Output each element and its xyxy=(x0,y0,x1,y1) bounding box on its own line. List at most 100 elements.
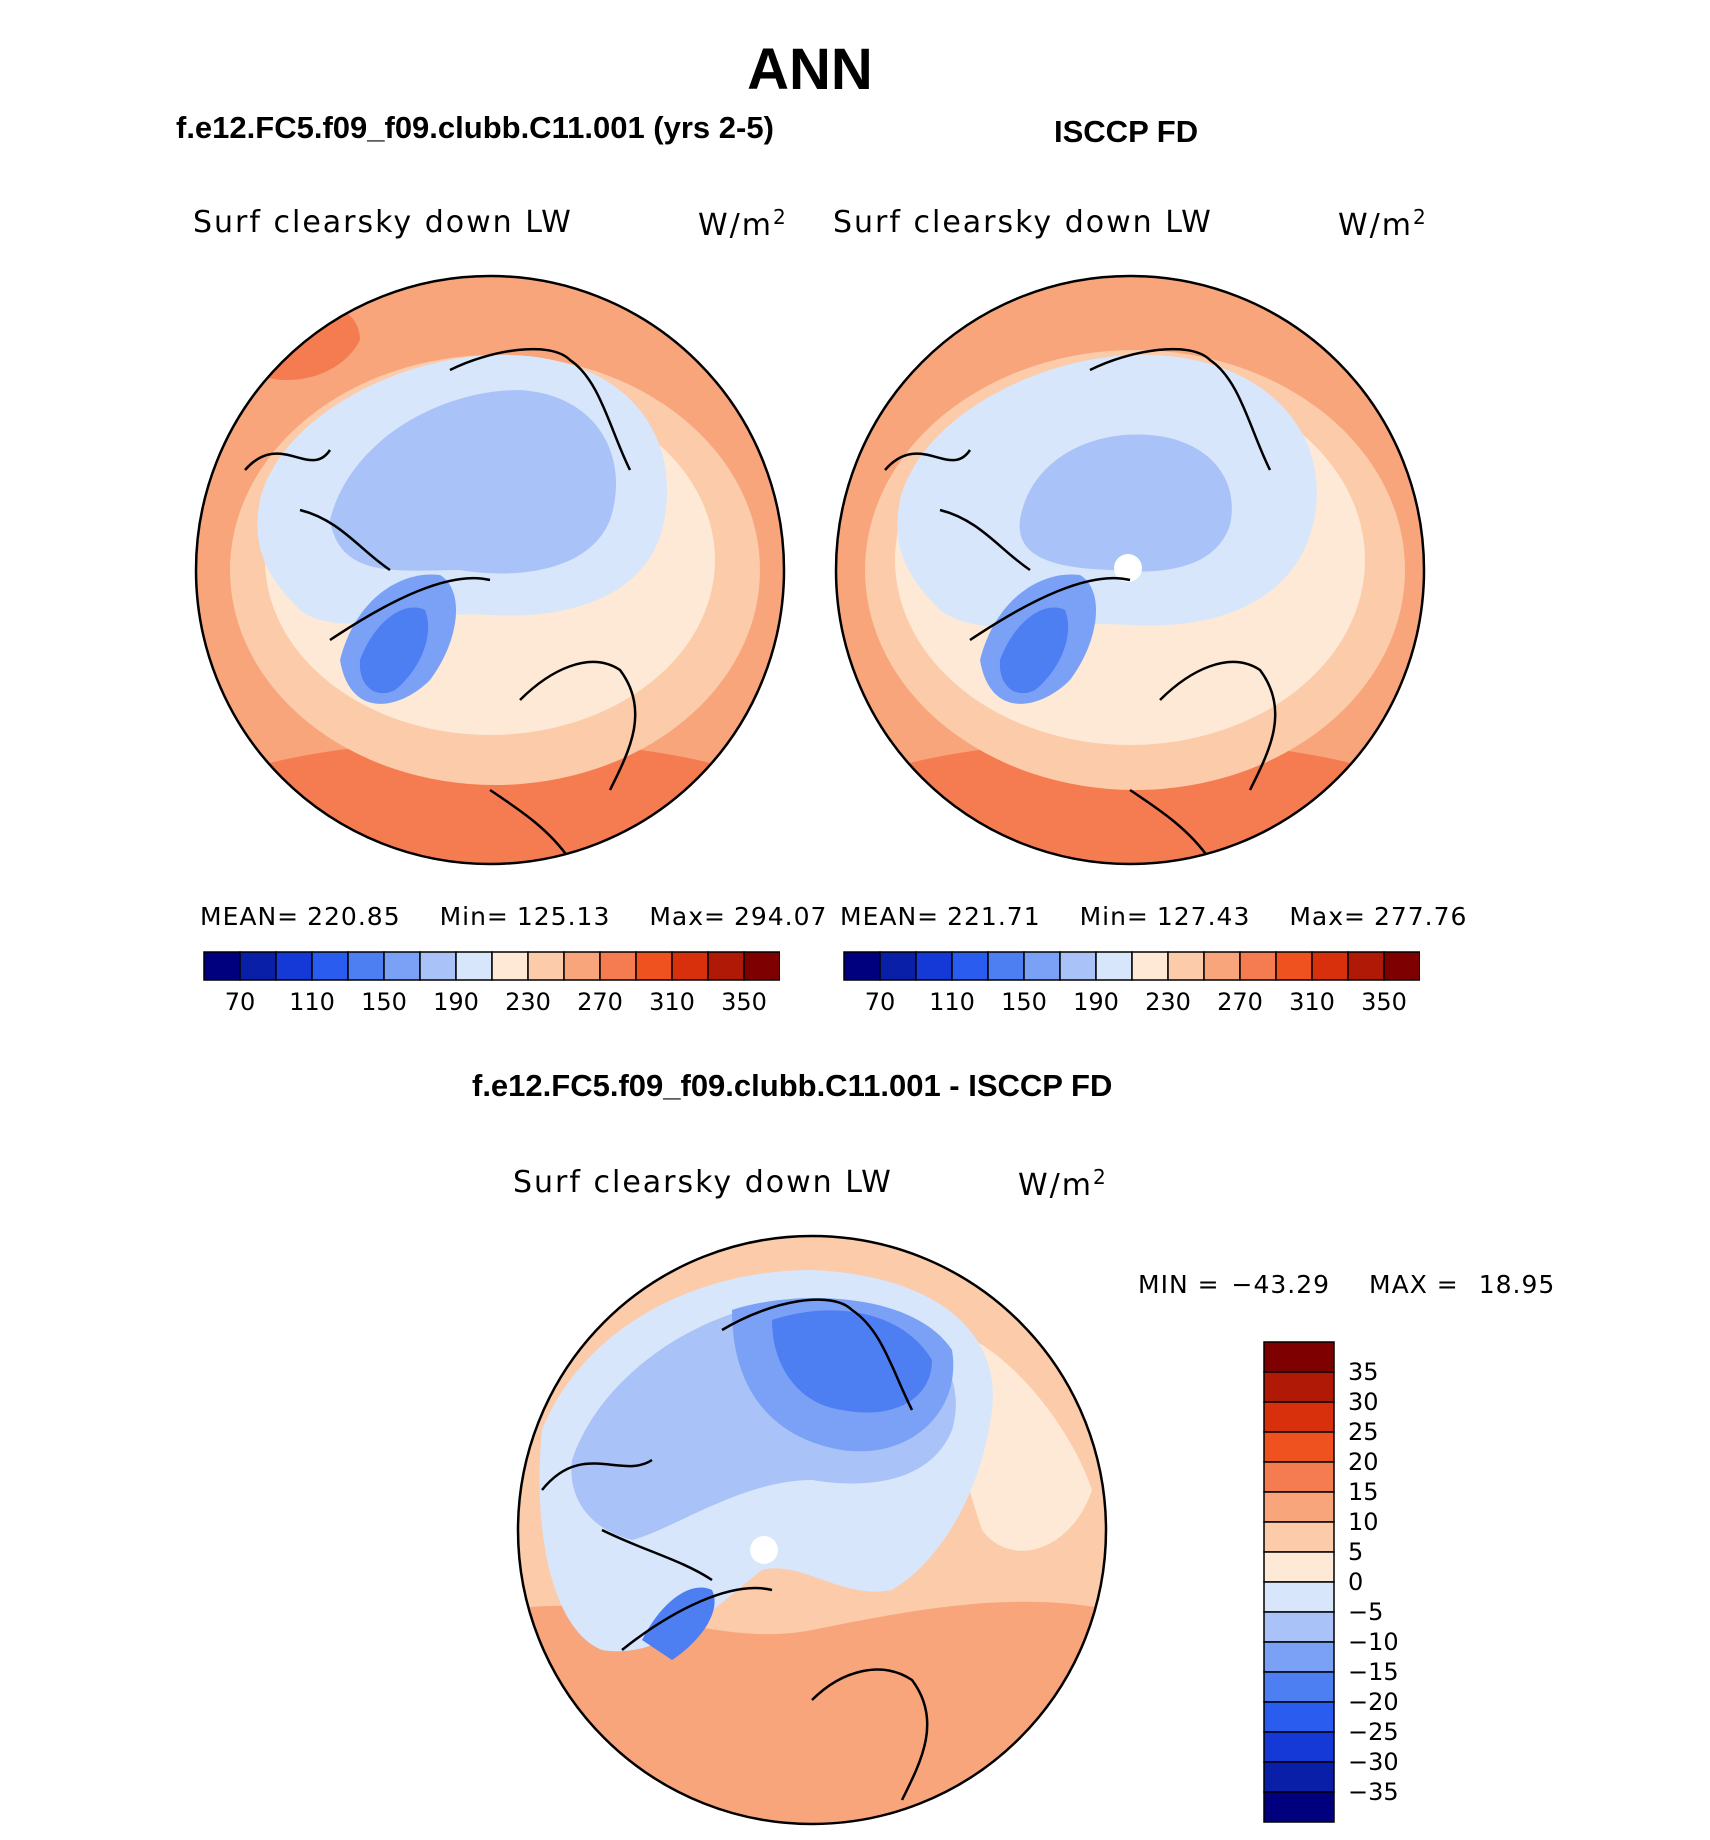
colorbar-cell xyxy=(383,951,421,981)
colorbar-tick-label: 5 xyxy=(1348,1538,1363,1566)
colorbar-cell xyxy=(743,951,780,981)
colorbar-tick-label: 20 xyxy=(1348,1448,1379,1476)
panel3-stats: MIN = −43.29 MAX = 18.95 xyxy=(1138,1270,1556,1299)
panel2-title: ISCCP FD xyxy=(1054,114,1199,149)
colorbar-cell xyxy=(1131,951,1169,981)
colorbar-tick-label: 150 xyxy=(361,988,407,1016)
colorbar-cell xyxy=(1263,1371,1335,1403)
colorbar-cell xyxy=(1263,1731,1335,1763)
colorbar-cell xyxy=(1059,951,1097,981)
panel1-polar-map xyxy=(194,274,786,866)
panel2-variable-label: Surf clearsky down LW xyxy=(833,205,1213,240)
colorbar-tick-label: 0 xyxy=(1348,1568,1363,1596)
colorbar-tick-label: −30 xyxy=(1348,1748,1399,1776)
map-region-greenland-core xyxy=(359,607,429,694)
map-boundary xyxy=(194,274,786,866)
panel1-title: f.e12.FC5.f09_f09.clubb.C11.001 (yrs 2-5… xyxy=(176,110,774,145)
colorbar-cell xyxy=(1167,951,1205,981)
colorbar-tick-label: 110 xyxy=(289,988,335,1016)
panel2-stats: MEAN= 221.71 Min= 127.43 Max= 277.76 xyxy=(840,902,1468,931)
colorbar-cell xyxy=(1263,1581,1335,1613)
panel1-colorbar: 70 110 150 190 230 270 310 350 xyxy=(203,951,780,1016)
figure-title: ANN xyxy=(747,37,873,102)
colorbar-cell xyxy=(1263,1431,1335,1463)
colorbar-tick-label: 25 xyxy=(1348,1418,1379,1446)
colorbar-tick-label: 350 xyxy=(1361,988,1407,1016)
colorbar-tick-label: 310 xyxy=(1289,988,1335,1016)
panel3-polar-map xyxy=(516,1234,1108,1826)
colorbar-cell xyxy=(1263,1611,1335,1643)
colorbar-tick-label: 70 xyxy=(225,988,256,1016)
colorbar-cell xyxy=(275,951,313,981)
colorbar-tick-label: 70 xyxy=(865,988,896,1016)
colorbar-cell xyxy=(843,951,881,981)
colorbar-cell xyxy=(1347,951,1385,981)
colorbar-cell xyxy=(1263,1401,1335,1433)
map-region-warm-south xyxy=(836,740,1424,864)
colorbar-cell xyxy=(1095,951,1133,981)
panel3-title: f.e12.FC5.f09_f09.clubb.C11.001 - ISCCP … xyxy=(472,1068,1113,1103)
colorbar-cell xyxy=(1263,1491,1335,1523)
colorbar-tick-label: 30 xyxy=(1348,1388,1379,1416)
colorbar-tick-label: 35 xyxy=(1348,1358,1379,1386)
colorbar-cell xyxy=(879,951,917,981)
colorbar-tick-label: −20 xyxy=(1348,1688,1399,1716)
colorbar-cell xyxy=(951,951,989,981)
colorbar-tick-label: 350 xyxy=(721,988,767,1016)
colorbar-tick-label: 230 xyxy=(1145,988,1191,1016)
colorbar-cell xyxy=(239,951,277,981)
colorbar-cell xyxy=(1263,1461,1335,1493)
colorbar-tick-label: 110 xyxy=(929,988,975,1016)
colorbar-cell xyxy=(1203,951,1241,981)
colorbar-cell xyxy=(563,951,601,981)
map-region-warm-south xyxy=(196,740,784,864)
colorbar-tick-label: 190 xyxy=(1073,988,1119,1016)
colorbar-cell xyxy=(1263,1701,1335,1733)
colorbar-cell xyxy=(915,951,953,981)
map-region-strong-negative xyxy=(772,1310,932,1413)
colorbar-cell xyxy=(1263,1521,1335,1553)
colorbar-cell xyxy=(1239,951,1277,981)
colorbar-tick-label: 270 xyxy=(1217,988,1263,1016)
panel3-units: W/m2 xyxy=(1018,1165,1108,1203)
colorbar-cell xyxy=(311,951,349,981)
map-region-colder xyxy=(330,390,616,574)
colorbar-cell xyxy=(707,951,745,981)
colorbar-tick-label: 10 xyxy=(1348,1508,1379,1536)
colorbar-cell xyxy=(1023,951,1061,981)
colorbar-cell xyxy=(1275,951,1313,981)
colorbar-tick-label: −25 xyxy=(1348,1718,1399,1746)
map-region-greenland-core xyxy=(999,607,1069,694)
colorbar-tick-label: −35 xyxy=(1348,1778,1399,1806)
colorbar-cell xyxy=(527,951,565,981)
colorbar-cell xyxy=(599,951,637,981)
pole-missing-data xyxy=(1114,554,1142,582)
colorbar-cell xyxy=(491,951,529,981)
colorbar-cell xyxy=(1263,1641,1335,1673)
colorbar-tick-label: 190 xyxy=(433,988,479,1016)
colorbar-tick-label: 270 xyxy=(577,988,623,1016)
colorbar-cell xyxy=(1311,951,1349,981)
colorbar-tick-label: −5 xyxy=(1348,1598,1383,1626)
panel1-variable-label: Surf clearsky down LW xyxy=(193,205,573,240)
colorbar-cell xyxy=(203,951,241,981)
colorbar-tick-label: 230 xyxy=(505,988,551,1016)
colorbar-tick-label: −15 xyxy=(1348,1658,1399,1686)
colorbar-cell xyxy=(1263,1341,1335,1373)
map-region-greenland-negative xyxy=(642,1587,715,1660)
colorbar-tick-label: 150 xyxy=(1001,988,1047,1016)
panel2-polar-map xyxy=(834,274,1426,866)
colorbar-cell xyxy=(987,951,1025,981)
map-region-positive-south xyxy=(518,1601,1106,1824)
panel2-colorbar: 70 110 150 190 230 270 310 350 xyxy=(843,951,1420,1016)
map-coastlines xyxy=(244,347,637,861)
panel1-stats: MEAN= 220.85 Min= 125.13 Max= 294.07 xyxy=(200,902,828,931)
colorbar-cell xyxy=(1263,1791,1335,1823)
colorbar-cell xyxy=(1263,1761,1335,1793)
colorbar-cell xyxy=(1263,1671,1335,1703)
map-coastlines xyxy=(541,1298,929,1801)
colorbar-cell xyxy=(1263,1551,1335,1583)
colorbar-cell xyxy=(635,951,673,981)
map-coastlines xyxy=(884,347,1277,861)
